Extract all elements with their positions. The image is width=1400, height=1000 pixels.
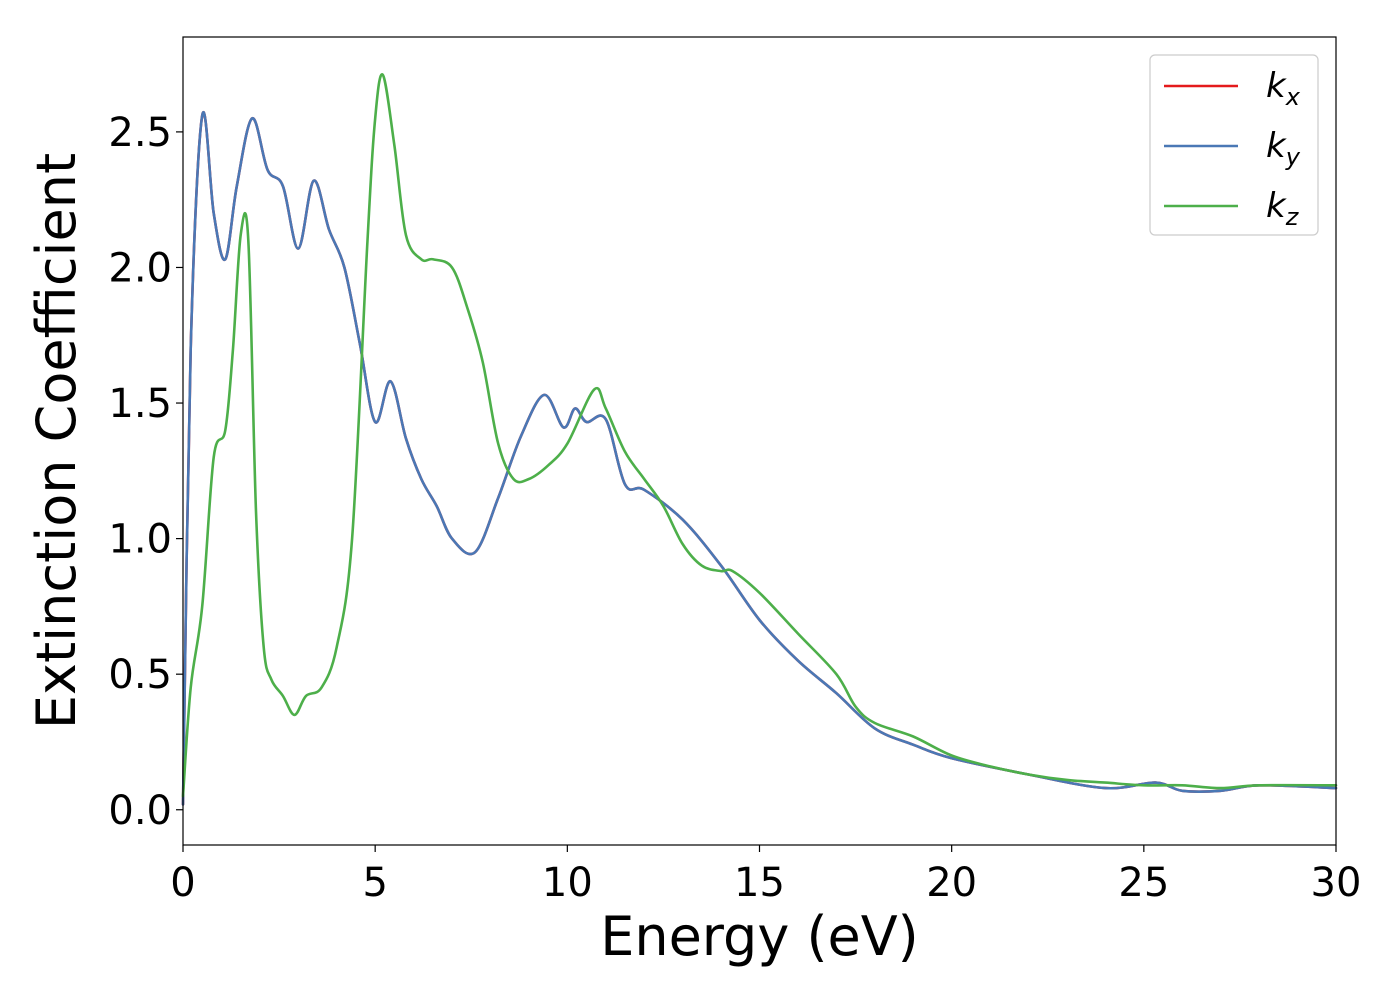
y-axis-title: Extinction Coefficient [25,153,88,729]
x-tick-label: 10 [542,860,593,906]
x-tick-label: 30 [1311,860,1362,906]
x-tick-label: 25 [1118,860,1169,906]
y-tick-label: 1.5 [108,381,172,427]
y-tick-label: 0.5 [108,652,172,698]
series-line-y [181,111,1338,806]
y-tick-label: 2.5 [108,110,172,156]
x-tick-label: 20 [926,860,977,906]
y-tick-label: 2.0 [108,245,172,291]
x-tick-label: 0 [170,860,195,906]
y-tick-label: 1.0 [108,517,172,563]
x-tick-label: 5 [362,860,387,906]
series-line-z [181,73,1338,798]
y-tick-label: 0.0 [108,788,172,834]
x-tick-label: 15 [734,860,785,906]
x-axis: 0 5 10 15 20 25 30 [170,845,1361,906]
x-axis-title: Energy (eV) [600,905,919,968]
y-axis: 0.0 0.5 1.0 1.5 2.0 2.5 [108,110,183,834]
series-lines [181,73,1338,806]
